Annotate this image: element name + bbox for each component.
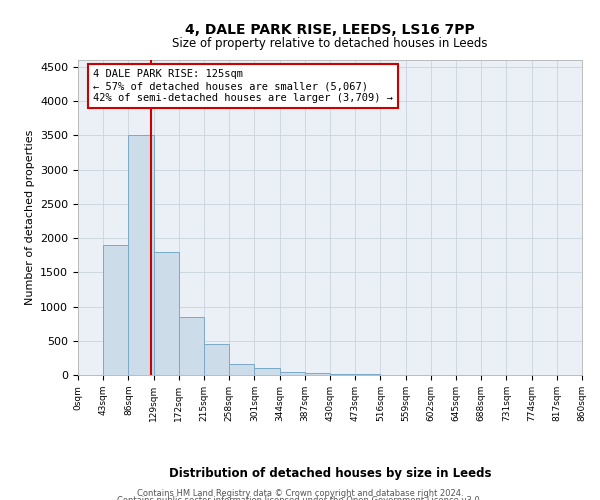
Bar [254, 368, 280, 375]
Bar [330, 374, 355, 375]
Bar [229, 364, 254, 375]
Bar [179, 317, 204, 375]
Bar [355, 374, 380, 375]
Text: 4 DALE PARK RISE: 125sqm
← 57% of detached houses are smaller (5,067)
42% of sem: 4 DALE PARK RISE: 125sqm ← 57% of detach… [93, 70, 393, 102]
Bar [305, 373, 330, 375]
Bar [280, 372, 305, 375]
Bar [128, 136, 154, 375]
Bar [103, 245, 128, 375]
Text: Size of property relative to detached houses in Leeds: Size of property relative to detached ho… [172, 38, 488, 51]
Bar [204, 344, 229, 375]
Text: Contains public sector information licensed under the Open Government Licence v3: Contains public sector information licen… [118, 496, 482, 500]
Bar [154, 252, 179, 375]
Text: Contains HM Land Registry data © Crown copyright and database right 2024.: Contains HM Land Registry data © Crown c… [137, 489, 463, 498]
Y-axis label: Number of detached properties: Number of detached properties [25, 130, 35, 305]
Text: Distribution of detached houses by size in Leeds: Distribution of detached houses by size … [169, 467, 491, 480]
Text: 4, DALE PARK RISE, LEEDS, LS16 7PP: 4, DALE PARK RISE, LEEDS, LS16 7PP [185, 22, 475, 36]
